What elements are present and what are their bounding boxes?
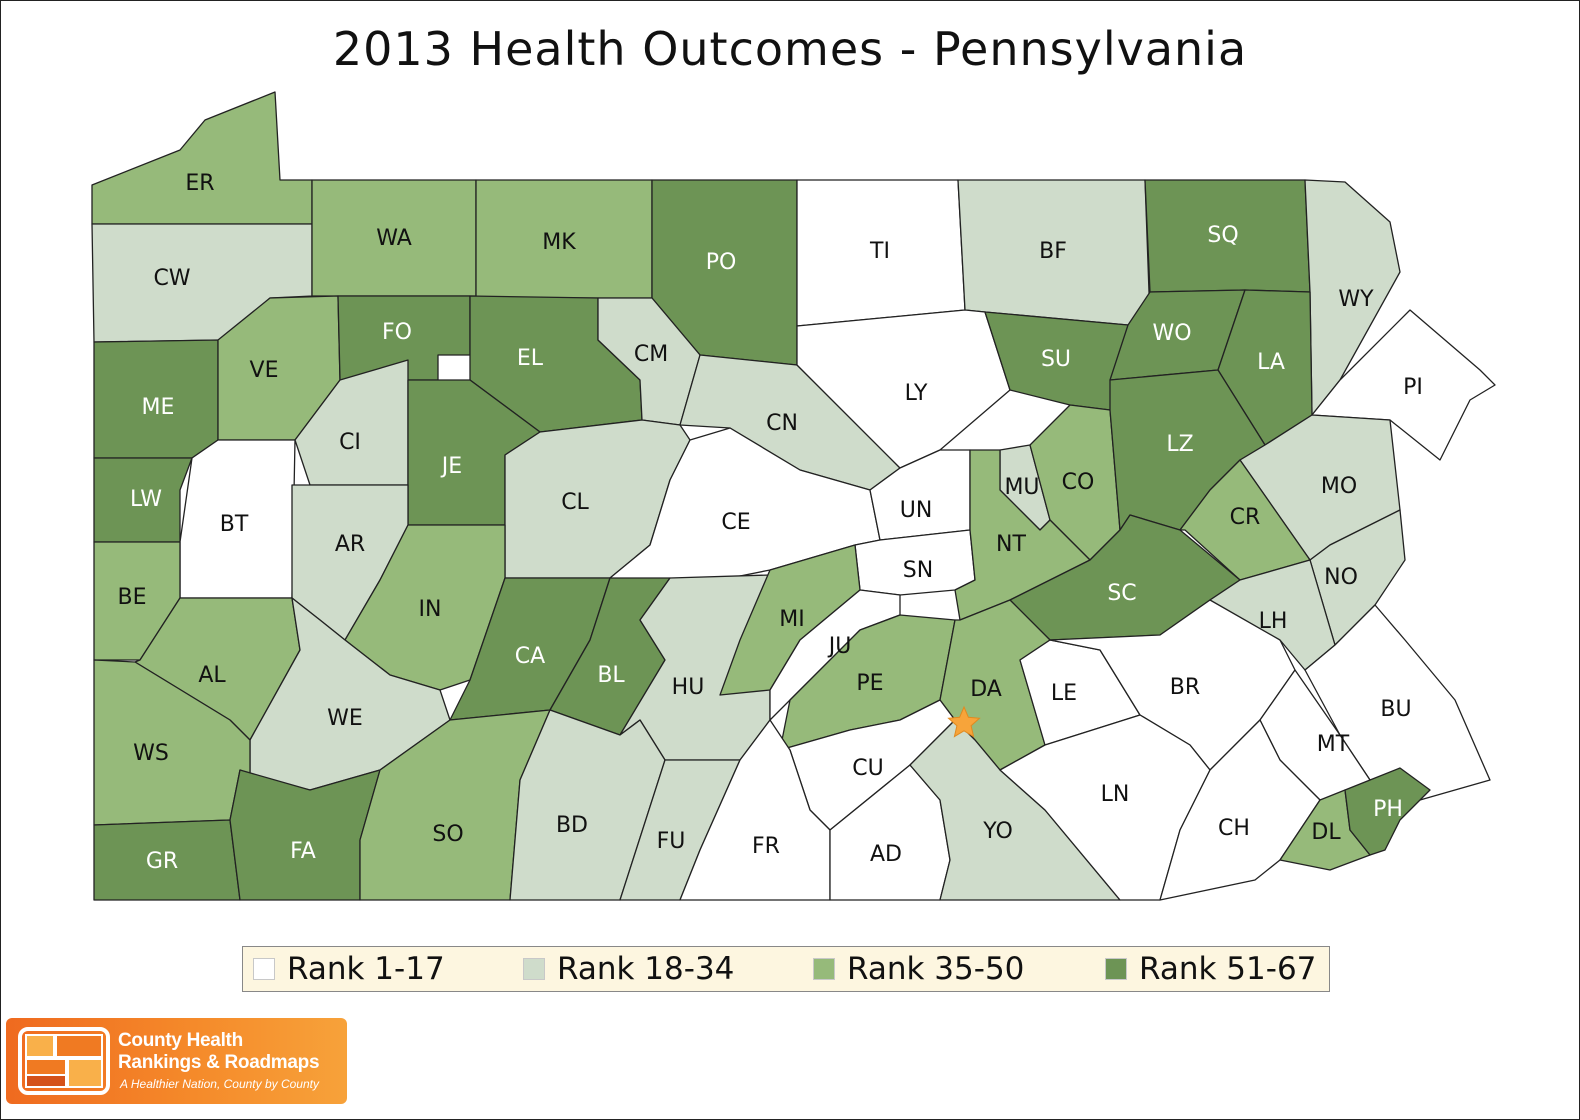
county-label-fo: FO [382, 320, 412, 345]
county-label-ln: LN [1101, 782, 1130, 807]
county-label-cn: CN [766, 411, 798, 436]
map-legend: Rank 1-17 Rank 18-34 Rank 35-50 Rank 51-… [242, 946, 1330, 992]
county-label-ca: CA [515, 644, 545, 669]
county-label-co: CO [1062, 470, 1095, 495]
county-label-ti: TI [869, 239, 890, 264]
county-label-bu: BU [1380, 697, 1411, 722]
county-label-ce: CE [721, 510, 750, 535]
county-label-le: LE [1051, 681, 1077, 706]
county-label-so: SO [432, 822, 463, 847]
county-label-wy: WY [1338, 287, 1374, 312]
county-label-cu: CU [852, 756, 883, 781]
legend-swatch-rank-35-50 [813, 958, 835, 980]
county-label-nt: NT [996, 532, 1026, 557]
county-label-dl: DL [1311, 820, 1341, 845]
legend-swatch-rank-51-67 [1105, 958, 1127, 980]
county-label-wo: WO [1152, 321, 1191, 346]
county-label-ad: AD [870, 842, 902, 867]
capital-star-icon [947, 705, 981, 738]
county-label-br: BR [1170, 675, 1200, 700]
legend-label-rank-1-17: Rank 1-17 [287, 951, 445, 987]
county-label-ch: CH [1218, 816, 1250, 841]
legend-item-rank-1-17: Rank 1-17 [253, 947, 445, 991]
county-label-sn: SN [903, 558, 933, 583]
county-label-su: SU [1041, 347, 1071, 372]
county-lw[interactable] [93, 457, 193, 543]
county-label-mo: MO [1321, 474, 1357, 499]
county-label-mi: MI [779, 607, 804, 632]
county-label-me: ME [142, 395, 175, 420]
logo-name-line-1: County Health [118, 1030, 243, 1051]
county-label-ve: VE [250, 358, 279, 383]
county-label-al: AL [198, 663, 226, 688]
pennsylvania-county-map: ER CW WA MK PO TI BF SQ WY ME VE FO EL CM CN LY SU WO LA PI… [91, 91, 1496, 901]
county-label-lw: LW [130, 487, 162, 512]
county-ly[interactable] [796, 309, 1011, 469]
county-label-yo: YO [982, 819, 1013, 844]
county-label-fu: FU [657, 829, 686, 854]
county-label-ly: LY [905, 381, 928, 406]
county-label-un: UN [900, 498, 933, 523]
county-label-ci: CI [339, 430, 361, 455]
county-label-je: JE [440, 454, 462, 479]
county-label-fr: FR [752, 834, 780, 859]
county-label-ju: JU [827, 634, 852, 659]
county-label-ar: AR [335, 532, 365, 557]
county-label-we: WE [327, 706, 363, 731]
county-label-lz: LZ [1166, 432, 1193, 457]
county-label-no: NO [1324, 565, 1358, 590]
legend-swatch-rank-18-34 [523, 958, 545, 980]
county-fa[interactable] [229, 769, 381, 901]
county-label-pe: PE [856, 671, 883, 696]
county-label-bf: BF [1039, 239, 1067, 264]
county-ph[interactable] [1344, 767, 1431, 856]
logo-name-line-2: Rankings & Roadmaps [118, 1052, 320, 1073]
county-label-cw: CW [153, 266, 190, 291]
county-label-pi: PI [1403, 375, 1423, 400]
county-label-cm: CM [634, 342, 668, 367]
county-label-ws: WS [133, 741, 169, 766]
county-label-gr: GR [146, 849, 178, 874]
county-label-sq: SQ [1207, 223, 1238, 248]
county-label-bl: BL [597, 663, 625, 688]
county-label-hu: HU [672, 675, 705, 700]
county-label-wa: WA [376, 226, 412, 251]
county-label-in: IN [419, 597, 442, 622]
county-health-rankings-logo[interactable]: County Health Rankings & Roadmaps A Heal… [6, 1018, 347, 1104]
legend-item-rank-35-50: Rank 35-50 [813, 947, 1024, 991]
county-label-cl: CL [561, 490, 589, 515]
logo-tagline: A Healthier Nation, County by County [120, 1077, 319, 1091]
county-label-po: PO [706, 250, 737, 275]
county-label-mk: MK [542, 230, 576, 255]
legend-item-rank-18-34: Rank 18-34 [523, 947, 734, 991]
legend-swatch-rank-1-17 [253, 958, 275, 980]
county-label-da: DA [970, 677, 1002, 702]
county-label-el: EL [517, 346, 544, 371]
legend-label-rank-18-34: Rank 18-34 [557, 951, 735, 987]
county-label-mu: MU [1004, 475, 1039, 500]
legend-label-rank-51-67: Rank 51-67 [1139, 951, 1317, 987]
county-label-fa: FA [290, 839, 316, 864]
legend-item-rank-51-67: Rank 51-67 [1105, 947, 1316, 991]
county-label-la: LA [1257, 350, 1285, 375]
map-title: 2013 Health Outcomes - Pennsylvania [332, 22, 1248, 76]
county-label-bd: BD [556, 813, 588, 838]
county-label-cr: CR [1230, 505, 1261, 530]
county-label-mt: MT [1317, 732, 1350, 757]
county-label-ph: PH [1373, 797, 1403, 822]
county-label-lh: LH [1259, 609, 1288, 634]
county-blocks-logo-icon [18, 1027, 110, 1095]
county-label-be: BE [118, 585, 147, 610]
county-er[interactable] [91, 91, 313, 225]
county-label-er: ER [185, 171, 214, 196]
county-label-bt: BT [220, 512, 249, 537]
county-label-sc: SC [1107, 581, 1136, 606]
county-bd[interactable] [509, 709, 666, 901]
legend-label-rank-35-50: Rank 35-50 [847, 951, 1025, 987]
